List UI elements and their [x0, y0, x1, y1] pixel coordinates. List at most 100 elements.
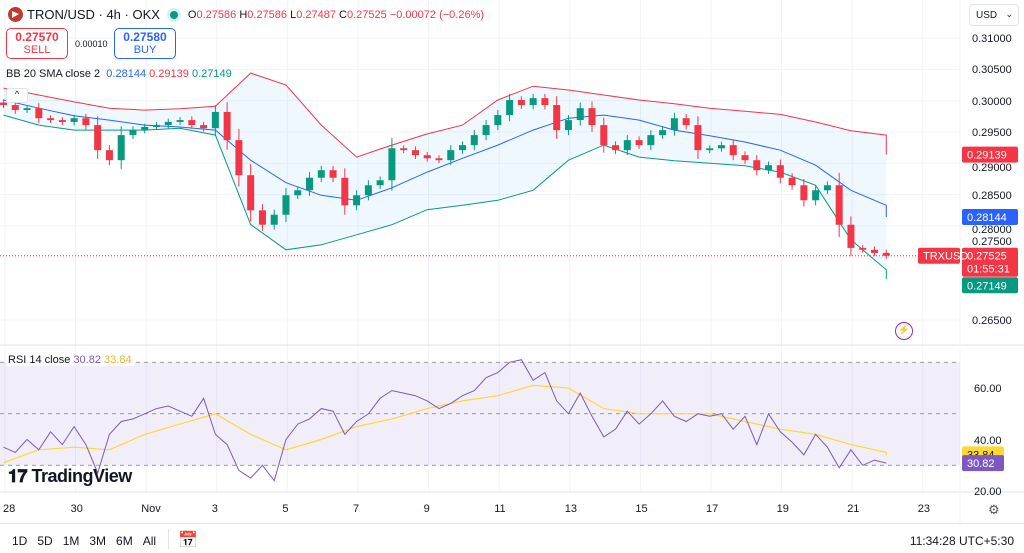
- time-tick: 11: [494, 503, 505, 515]
- bb-upper-price-label-text: 0.29139: [967, 150, 1007, 162]
- candle-body: [435, 158, 443, 161]
- candle-body: [717, 145, 725, 149]
- currency-value: USD: [976, 10, 998, 21]
- range-all[interactable]: All: [142, 534, 157, 548]
- candle-body: [400, 148, 408, 151]
- bb-lower-price-label-bg: [962, 277, 1018, 294]
- chart-canvas[interactable]: 0.29139 0.28144 0.27525 01:55:310.27149 TRXU…: [0, 0, 1024, 523]
- bb-lower-price-label: 0.27149: [962, 277, 1018, 294]
- candle-body: [812, 190, 820, 201]
- bb-basis-price-label-text: 0.28144: [967, 212, 1007, 224]
- candle-body: [765, 165, 773, 171]
- candle-body: [0, 102, 7, 106]
- range-1m[interactable]: 1M: [62, 534, 80, 548]
- rsi-ma-line: [3, 384, 887, 464]
- time-tick: 17: [706, 503, 718, 515]
- candle-body: [353, 195, 361, 206]
- candle-body: [317, 170, 325, 178]
- time-tick: 19: [777, 503, 789, 515]
- bb-upper-price-label-bg: [962, 146, 1018, 163]
- candle-body: [706, 148, 714, 151]
- last-price-label-bg: [962, 247, 1018, 277]
- candle-body: [682, 118, 690, 126]
- currency-select[interactable]: USD ⌄: [969, 4, 1019, 26]
- candle-body: [411, 150, 419, 156]
- range-1d[interactable]: 1D: [12, 534, 28, 548]
- candle-body: [870, 249, 878, 253]
- candle-body: [800, 185, 808, 201]
- symbol-tag-text: TRXUSD: [923, 251, 968, 263]
- price-tick: 0.30500: [972, 64, 1012, 76]
- symbol-tag-bg: [918, 247, 960, 264]
- symbol-title[interactable]: TRON/USD · 4h · OKX: [27, 7, 160, 22]
- candle-body: [94, 125, 102, 151]
- market-open-icon: [169, 10, 178, 19]
- candle-body: [258, 210, 266, 225]
- rsi-ma-value: 33.84: [104, 354, 132, 366]
- candle-body: [788, 177, 796, 186]
- candle-body: [141, 126, 149, 131]
- clock[interactable]: 11:34:28 UTC+5:30: [909, 534, 1014, 548]
- buy-button[interactable]: 0.27580 BUY: [114, 28, 176, 59]
- divider: [168, 529, 169, 549]
- range-5d[interactable]: 5D: [37, 534, 53, 548]
- rsi-value-label: 30.82: [962, 455, 1004, 472]
- candle-body: [635, 140, 643, 146]
- rsi-line: [3, 359, 887, 482]
- time-tick: 15: [635, 503, 647, 515]
- candle-body: [859, 247, 867, 250]
- high-label: H: [239, 8, 248, 21]
- candle-body: [729, 145, 737, 156]
- symbol-tag: TRXUSD: [918, 247, 968, 264]
- range-buttons: 1D 5D 1M 3M 6M All: [12, 534, 156, 548]
- sell-price: 0.27570: [15, 30, 59, 44]
- candle-body: [835, 185, 843, 225]
- price-tick: 0.31000: [972, 33, 1012, 45]
- open-value: 0.27586: [196, 8, 237, 21]
- candle-body: [329, 170, 337, 178]
- range-3m[interactable]: 3M: [89, 534, 107, 548]
- rsi-legend[interactable]: RSI 14 close 30.82 33.84: [6, 354, 134, 366]
- candle-body: [423, 155, 431, 159]
- lightning-icon[interactable]: ⚡: [895, 322, 913, 340]
- candle-body: [847, 224, 855, 248]
- candle-body: [200, 125, 208, 129]
- candle-body: [282, 195, 290, 215]
- range-6m[interactable]: 6M: [116, 534, 133, 548]
- buy-label: BUY: [133, 44, 157, 56]
- chevron-down-icon: ⌄: [1005, 9, 1013, 19]
- settings-icon[interactable]: ⚙: [988, 502, 1000, 517]
- sell-button[interactable]: 0.27570 SELL: [6, 28, 68, 59]
- candle-body: [11, 105, 19, 111]
- bb-basis-value: 0.28144: [106, 68, 147, 80]
- rsi-value: 30.82: [73, 354, 101, 366]
- time-tick: 9: [424, 503, 430, 515]
- candle-body: [247, 175, 255, 211]
- candle-body: [659, 130, 667, 136]
- ohlc-values: O0.27586 H0.27586 L0.27487 C0.27525 −0.0…: [188, 9, 484, 21]
- candle-body: [823, 185, 831, 191]
- candle-body: [129, 130, 137, 136]
- candle-body: [58, 120, 66, 122]
- candle-body: [35, 108, 43, 119]
- candle-body: [223, 111, 231, 141]
- candle-body: [623, 140, 631, 151]
- candle-body: [482, 125, 490, 136]
- time-tick: 7: [353, 503, 359, 515]
- bb-legend[interactable]: BB 20 SMA close 2 0.28144 0.29139 0.2714…: [6, 68, 232, 80]
- candle-body: [270, 214, 278, 225]
- low-label: L: [290, 8, 297, 21]
- chevron-up-icon[interactable]: ^: [6, 88, 28, 103]
- price-tick: 0.29500: [972, 127, 1012, 139]
- calendar-range-icon[interactable]: 📅: [178, 532, 198, 549]
- last-price-label-text: 01:55:31: [967, 264, 1010, 276]
- candle-body: [470, 135, 478, 146]
- candle-body: [117, 135, 125, 161]
- time-tick: 13: [565, 503, 577, 515]
- candle-body: [753, 160, 761, 171]
- close-value: 0.27525: [347, 8, 387, 21]
- time-tick: 28: [3, 503, 15, 515]
- candle-body: [235, 140, 243, 176]
- time-tick: 30: [71, 503, 83, 515]
- candle-body: [506, 100, 514, 116]
